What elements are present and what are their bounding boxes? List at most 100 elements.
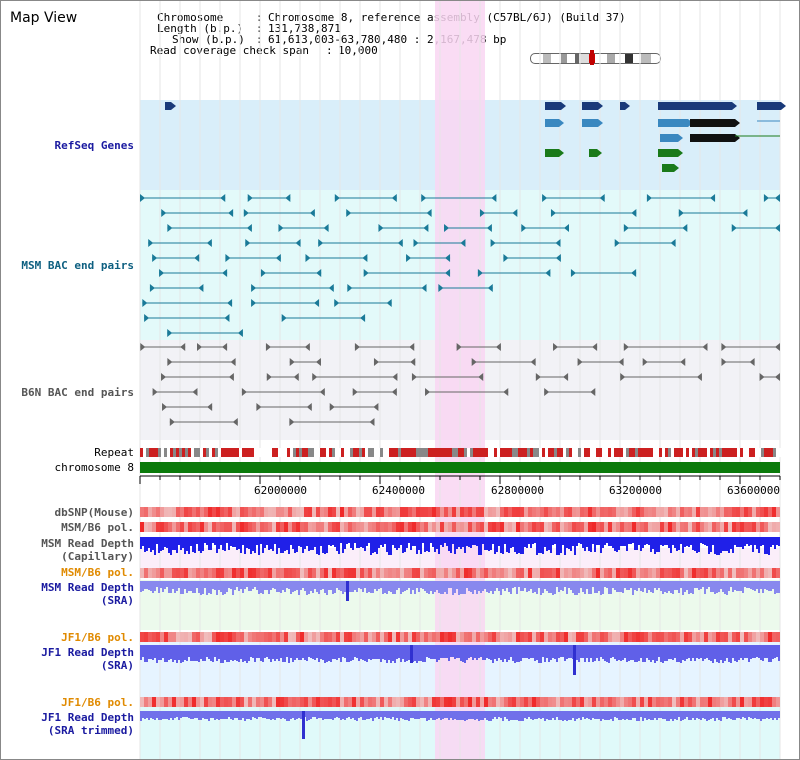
read-depth-bar [214, 711, 216, 720]
read-depth-bar [180, 537, 182, 550]
read-depth-bar [338, 537, 340, 554]
read-depth-bar [388, 645, 390, 660]
repeat-segment [242, 448, 245, 457]
read-depth-bar [436, 711, 438, 719]
bac-end-marker [207, 403, 213, 411]
read-depth-bar [474, 581, 476, 590]
b6n-bac-end-pairs-label[interactable]: B6N BAC end pairs [21, 386, 134, 399]
bac-end-marker [378, 224, 384, 232]
polymorphism-cell [252, 697, 256, 707]
read-depth-bar [212, 645, 214, 662]
jf1-read-depth-sra-label[interactable]: JF1 Read Depth (SRA) [41, 646, 134, 672]
polymorphism-cell [732, 507, 736, 517]
read-depth-bar [666, 581, 668, 593]
read-depth-bar [172, 711, 174, 720]
polymorphism-cell [408, 507, 412, 517]
read-depth-bar [226, 537, 228, 543]
polymorphism-cell [192, 697, 196, 707]
polymorphism-cell [292, 632, 296, 642]
polymorphism-cell [184, 632, 188, 642]
read-depth-bar [678, 711, 680, 717]
bac-end-marker [495, 343, 501, 351]
polymorphism-cell [288, 632, 292, 642]
polymorphism-cell [688, 568, 692, 578]
polymorphism-cell [472, 507, 476, 517]
read-depth-bar [460, 537, 462, 549]
read-depth-bar [486, 581, 488, 592]
msm-read-depth-capillary-label[interactable]: MSM Read Depth (Capillary) [41, 537, 134, 563]
read-depth-bar [324, 581, 326, 593]
polymorphism-cell [552, 507, 556, 517]
read-depth-bar [438, 581, 440, 593]
read-depth-bar [610, 711, 612, 719]
read-depth-bar [260, 645, 262, 661]
read-depth-bar [530, 711, 532, 719]
read-depth-spike [302, 711, 305, 739]
read-depth-bar [160, 581, 162, 588]
polymorphism-cell [628, 632, 632, 642]
read-depth-bar [184, 537, 186, 554]
read-depth-bar [758, 711, 760, 719]
polymorphism-cell [232, 507, 236, 517]
repeat-segment [311, 448, 314, 457]
read-depth-bar [608, 537, 610, 546]
read-depth-bar [468, 581, 470, 591]
read-depth-bar [344, 645, 346, 658]
read-depth-bar [544, 537, 546, 547]
polymorphism-cell [492, 507, 496, 517]
read-depth-bar [414, 581, 416, 594]
read-depth-bar [692, 581, 694, 594]
read-depth-bar [586, 711, 588, 718]
read-depth-bar [190, 537, 192, 546]
polymorphism-cell [476, 568, 480, 578]
read-depth-bar [402, 711, 404, 719]
read-depth-bar [522, 645, 524, 658]
read-depth-bar [220, 645, 222, 663]
bac-end-marker [421, 194, 427, 202]
read-depth-bar [758, 537, 760, 553]
read-depth-bar [418, 645, 420, 661]
polymorphism-cell [672, 568, 676, 578]
read-depth-bar [544, 581, 546, 589]
read-depth-bar [416, 645, 418, 663]
polymorphism-cell [352, 697, 356, 707]
msm-b6-pol-label[interactable]: MSM/B6 pol. [61, 521, 134, 534]
refseq-genes-label[interactable]: RefSeq Genes [54, 139, 134, 152]
repeat-segment [482, 448, 485, 457]
msm-b6-pol-sra-label[interactable]: MSM/B6 pol. [61, 566, 134, 579]
jf1-b6-pol-label[interactable]: JF1/B6 pol. [61, 631, 134, 644]
read-depth-bar [230, 537, 232, 546]
jf1-read-depth-trimmed-label[interactable]: JF1 Read Depth (SRA trimmed) [41, 711, 134, 737]
repeat-segment [581, 448, 584, 457]
polymorphism-cell [660, 568, 664, 578]
read-depth-bar [636, 581, 638, 591]
dbsnp-label[interactable]: dbSNP(Mouse) [54, 506, 134, 519]
msm-read-depth-sra-label[interactable]: MSM Read Depth (SRA) [41, 581, 134, 607]
polymorphism-cell [760, 507, 764, 517]
read-depth-bar [606, 537, 608, 543]
bac-end-marker [460, 239, 466, 247]
read-depth-bar [638, 711, 640, 721]
msm-bac-end-pairs-label[interactable]: MSM BAC end pairs [21, 259, 134, 272]
repeat-segment [461, 448, 464, 457]
read-depth-bar [580, 537, 582, 544]
polymorphism-cell [524, 697, 528, 707]
read-depth-bar [598, 537, 600, 545]
repeat-segment [467, 448, 470, 457]
polymorphism-cell [736, 522, 740, 532]
polymorphism-cell [724, 507, 728, 517]
read-depth-bar [526, 581, 528, 592]
read-depth-bar [530, 537, 532, 548]
read-depth-bar [608, 581, 610, 594]
jf1-b6-pol-trimmed-label[interactable]: JF1/B6 pol. [61, 696, 134, 709]
polymorphism-cell [768, 632, 772, 642]
read-depth-bar [414, 537, 416, 546]
polymorphism-cell [484, 632, 488, 642]
polymorphism-cell [568, 632, 572, 642]
read-depth-bar [540, 711, 542, 719]
read-depth-bar [500, 581, 502, 595]
repeat-segment [290, 448, 293, 457]
read-depth-bar [198, 711, 200, 720]
polymorphism-cell [536, 697, 540, 707]
